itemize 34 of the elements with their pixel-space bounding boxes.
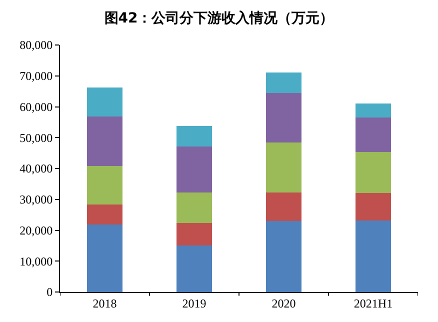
bar <box>355 192 392 220</box>
bar <box>266 192 302 221</box>
y-tick-label: 0 <box>46 285 53 300</box>
bar <box>176 222 212 246</box>
x-tick-label: 2020 <box>272 296 296 310</box>
bar <box>266 142 302 192</box>
y-tick-label: 10,000 <box>20 254 53 268</box>
bar <box>176 126 212 147</box>
bar <box>266 72 302 94</box>
y-tick-label: 60,000 <box>20 100 53 114</box>
bar <box>355 117 392 152</box>
bar <box>355 103 392 118</box>
bar <box>86 224 123 292</box>
bar <box>355 152 392 193</box>
x-tick-label: 2018 <box>92 296 117 310</box>
bar <box>176 246 212 292</box>
y-tick-label: 20,000 <box>20 223 53 238</box>
bar <box>86 116 123 166</box>
bar <box>86 87 123 116</box>
bar <box>176 192 212 223</box>
x-tick-label: 2019 <box>182 296 206 310</box>
y-tick-label: 50,000 <box>20 130 53 145</box>
bar <box>266 220 302 292</box>
bar <box>355 220 392 292</box>
bar <box>86 204 123 224</box>
chart-title: 图42：公司分下游收入情况（万元） <box>104 10 334 27</box>
y-tick-label: 80,000 <box>20 38 53 52</box>
x-tick-label: 2021H1 <box>354 296 393 310</box>
bar <box>176 146 212 192</box>
bar <box>266 93 302 142</box>
bar <box>86 166 123 205</box>
y-tick-label: 70,000 <box>20 69 53 84</box>
y-tick-label: 40,000 <box>20 162 53 176</box>
y-tick-label: 30,000 <box>20 192 53 207</box>
